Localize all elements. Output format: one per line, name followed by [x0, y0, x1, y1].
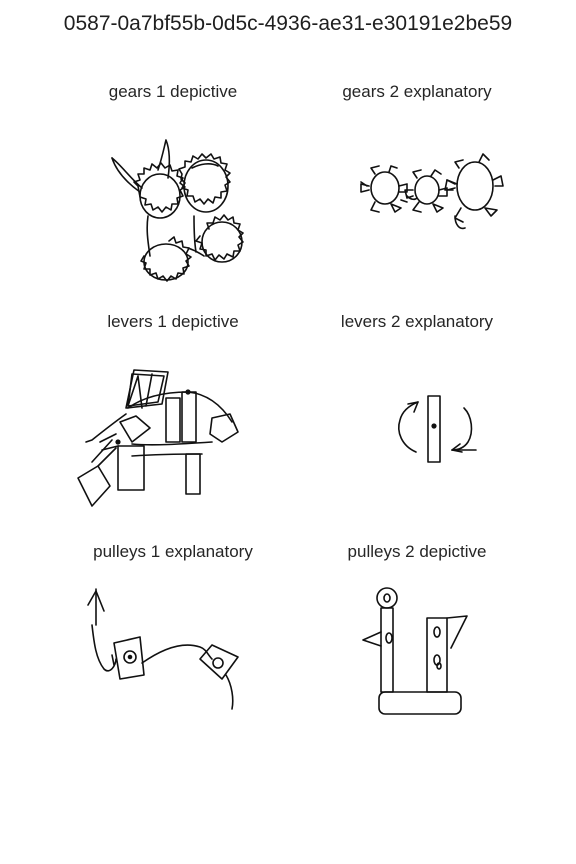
- panel-label-pulleys-1: pulleys 1 explanatory: [93, 542, 253, 561]
- panel-label-gears-1: gears 1 depictive: [108, 82, 238, 101]
- pulleys-2-sketch: [362, 587, 468, 715]
- page-title: 0587-0a7bf55b-0d5c-4936-ae31-e30191e2be5…: [63, 12, 513, 35]
- panel-label-gears-2: gears 2 explanatory: [342, 82, 492, 101]
- panel-label-levers-2: levers 2 explanatory: [340, 312, 494, 331]
- panel-label-levers-1: levers 1 depictive: [107, 312, 239, 331]
- levers-2-sketch: [398, 395, 477, 463]
- pulleys-1-sketch: [87, 588, 239, 710]
- panel-label-pulleys-2: pulleys 2 depictive: [347, 542, 487, 561]
- gears-2-sketch: [360, 153, 504, 230]
- gears-1-sketch: [111, 139, 244, 282]
- levers-1-sketch: [77, 369, 239, 507]
